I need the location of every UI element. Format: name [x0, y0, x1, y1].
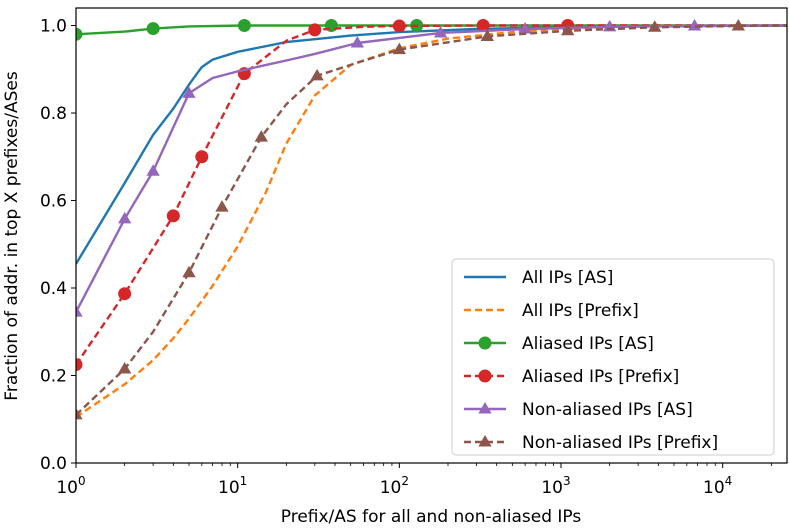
legend-marker-4 — [478, 402, 492, 414]
y-tick-label: 0.0 — [40, 454, 67, 474]
legend-box — [451, 258, 775, 456]
x-axis-title: Prefix/AS for all and non-aliased IPs — [281, 507, 582, 527]
series-point-3 — [118, 287, 132, 301]
series-point-2 — [146, 22, 160, 36]
legend-label-0: All IPs [AS] — [522, 268, 613, 288]
series-point-5 — [392, 42, 406, 55]
series-point-3 — [476, 19, 490, 32]
series-point-5 — [648, 20, 662, 32]
x-tick-label: 100 — [56, 474, 85, 498]
series-point-5 — [310, 68, 324, 81]
series-layer — [76, 18, 787, 420]
series-point-4 — [433, 25, 448, 38]
series-point-5 — [182, 265, 196, 278]
plot-frame — [75, 7, 788, 464]
legend-marker-3 — [478, 369, 492, 383]
series-point-3 — [195, 150, 209, 164]
series-point-4 — [350, 36, 365, 48]
series-point-3 — [166, 209, 180, 223]
legend-label-1: All IPs [Prefix] — [522, 301, 639, 321]
series-point-5 — [561, 23, 575, 36]
x-tick-label: 104 — [703, 474, 732, 498]
x-tick-label: 102 — [380, 474, 409, 498]
series-point-3 — [76, 358, 83, 372]
series-point-2 — [76, 27, 83, 41]
legend: All IPs [AS] All IPs [Prefix] Aliased IPs … — [451, 258, 775, 456]
series-point-4 — [182, 86, 196, 98]
tick-layer: 0.0 0.2 0.4 0.6 0.8 1.0 100 101 102 103 104 — [40, 17, 772, 498]
series-point-5 — [254, 130, 268, 142]
y-tick-label: 0.2 — [40, 367, 67, 387]
x-tick-label: 101 — [218, 474, 247, 498]
y-tick-label: 0.4 — [40, 279, 67, 299]
y-tick-label: 0.8 — [40, 104, 67, 124]
series-point-5 — [731, 18, 745, 31]
legend-label-2: Aliased IPs [AS] — [522, 334, 654, 354]
legend-marker-5 — [478, 435, 492, 447]
y-tick-label: 1.0 — [40, 17, 67, 37]
series-point-4 — [518, 22, 532, 34]
series-point-3 — [308, 23, 322, 37]
series-point-4 — [146, 164, 160, 176]
series-point-5 — [118, 361, 132, 374]
series-line-4 — [76, 24, 787, 313]
legend-label-5: Non-aliased IPs [Prefix] — [522, 433, 718, 453]
legend-label-4: Non-aliased IPs [AS] — [522, 400, 693, 420]
x-tick-label: 103 — [541, 474, 570, 498]
y-axis-title: Fraction of addr. in top X prefixes/ASes — [2, 71, 22, 401]
series-point-4 — [76, 305, 83, 317]
series-point-5 — [215, 200, 229, 212]
legend-label-3: Aliased IPs [Prefix] — [522, 367, 679, 387]
series-point-4 — [118, 211, 132, 224]
series-point-5 — [480, 29, 494, 41]
series-point-5 — [76, 407, 83, 420]
legend-marker-2 — [478, 336, 492, 350]
y-tick-label: 0.6 — [40, 192, 67, 212]
series-point-3 — [392, 19, 406, 33]
series-point-2 — [237, 19, 251, 32]
